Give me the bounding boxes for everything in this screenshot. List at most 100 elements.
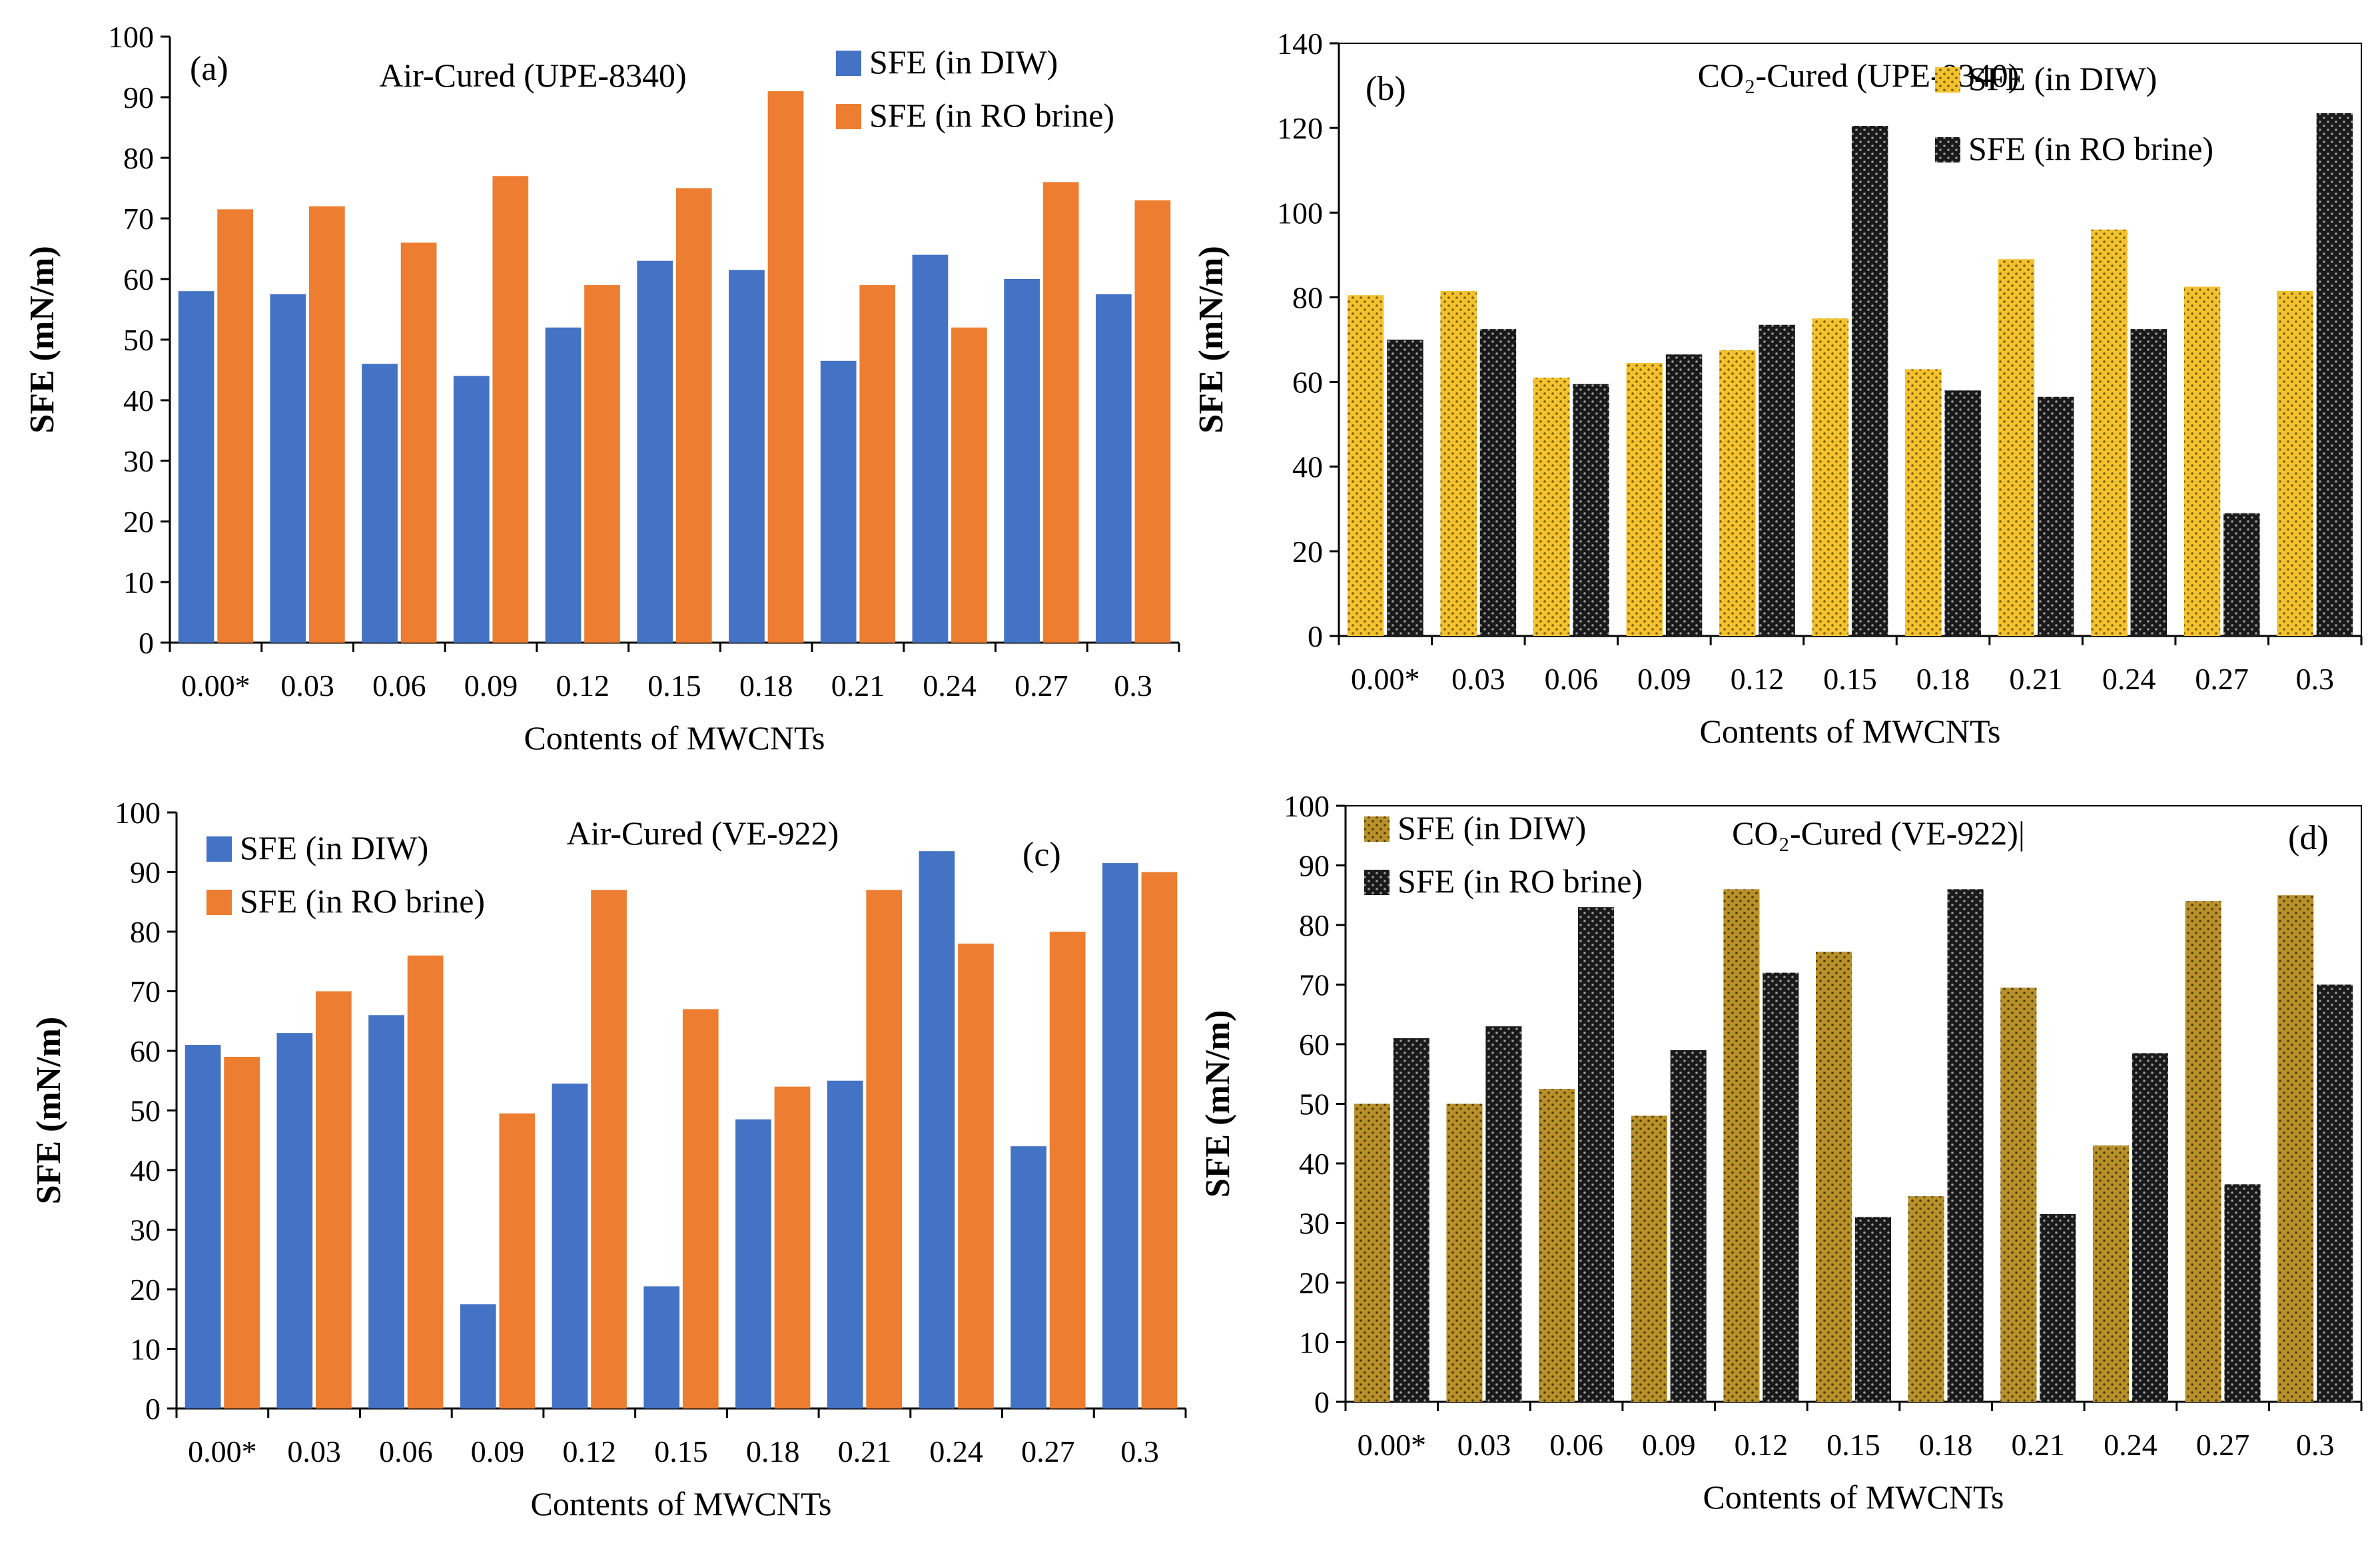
bar-ro-brine [499,1113,536,1408]
y-tick-label: 70 [130,975,161,1009]
x-tick-label: 0.03 [1451,662,1505,696]
legend-swatch [1364,870,1389,895]
bar-diw [1102,863,1138,1408]
bar-diw [2183,286,2221,636]
y-tick-label: 20 [123,505,154,539]
y-tick-label: 60 [1299,1028,1330,1062]
bar-ro-brine [1759,324,1795,636]
x-tick-label: 0.3 [1114,669,1152,703]
panel-label: (a) [190,50,228,88]
bar-diw [729,270,765,643]
panel-label: (d) [2288,819,2329,857]
y-tick-label: 70 [123,202,154,236]
bar-diw [368,1015,404,1408]
x-tick-label: 0.21 [2009,662,2063,696]
bar-ro-brine [1665,354,1703,636]
x-tick-label: 0.09 [471,1434,525,1468]
chart-panel-3: 0 10 20 30 40 50 60 70 80 90 100 0.00* 0.03 0.06 0.09 0… [1199,789,2363,1516]
bar-ro-brine [767,91,804,643]
bar-diw [1347,295,1384,636]
legend-label: SFE (in RO brine) [869,97,1114,134]
y-tick-label: 50 [1299,1087,1330,1121]
y-tick-label: 0 [1314,1385,1330,1419]
y-tick-label: 60 [1292,366,1323,400]
panel-label: (c) [1022,836,1061,874]
y-tick-label: 50 [123,323,154,357]
x-tick-label: 0.12 [556,669,610,703]
bar-ro-brine [1479,329,1517,636]
bar-ro-brine [224,1056,260,1408]
y-tick-label: 30 [123,444,154,478]
y-tick-label: 100 [115,796,161,830]
x-tick-label: 0.18 [739,669,793,703]
bar-ro-brine [1670,1050,1707,1402]
x-tick-label: 0.18 [1919,1428,1973,1462]
bar-diw [1908,1196,1944,1402]
y-tick-label: 20 [1299,1266,1330,1300]
panel-label: (b) [1366,70,1406,108]
bar-diw [185,1045,221,1408]
bar-diw [1905,369,1942,636]
x-tick-label: 0.24 [2102,662,2156,696]
x-tick-label: 0.00* [1358,1428,1427,1462]
y-tick-label: 90 [1299,849,1330,883]
bar-diw [735,1119,771,1408]
x-tick-label: 0.12 [1731,662,1785,696]
bar-diw [820,360,857,643]
chart-panel-0: 0 10 20 30 40 50 60 70 80 90 100 0.00* 0.03 0.06 0.09 0… [23,20,1180,757]
x-tick-label: 0.06 [1545,662,1599,696]
chart-panel-2: 0 10 20 30 40 50 60 70 80 90 100 0.00* 0.03 0.06 0.09 0… [30,796,1187,1522]
bar-ro-brine [2040,1214,2076,1402]
x-tick-label: 0.21 [838,1434,892,1468]
y-tick-label: 80 [1292,280,1323,314]
x-tick-label: 0.00* [1351,662,1420,696]
legend-swatch [1364,816,1389,842]
x-axis-title: Contents of MWCNTs [530,1485,831,1522]
x-tick-label: 0.15 [647,669,701,703]
bar-diw [545,327,582,643]
legend-swatch [206,836,232,862]
y-tick-label: 80 [130,915,161,949]
y-tick-label: 70 [1299,968,1330,1002]
bar-ro-brine [1393,1038,1429,1402]
y-tick-label: 120 [1277,111,1323,145]
x-axis-title: Contents of MWCNTs [1699,713,2000,750]
bar-ro-brine [1944,390,1981,636]
x-tick-label: 0.27 [2195,662,2249,696]
bar-diw [2277,290,2313,637]
bar-diw [178,291,214,643]
y-tick-label: 10 [123,565,154,599]
legend-swatch [1935,67,1960,93]
legend-label: SFE (in DIW) [869,43,1058,81]
bar-ro-brine [1387,340,1423,636]
x-tick-label: 0.12 [1735,1428,1788,1462]
bar-ro-brine [1134,200,1171,643]
x-axis-title: Contents of MWCNTs [524,719,825,757]
bar-ro-brine [407,955,444,1408]
legend-swatch [206,890,232,915]
bar-ro-brine [951,327,987,643]
bar-ro-brine [1141,872,1178,1408]
bar-ro-brine [1485,1026,1522,1402]
y-tick-label: 40 [130,1153,161,1187]
x-tick-label: 0.24 [2104,1428,2158,1462]
x-tick-label: 0.27 [1014,669,1068,703]
bar-ro-brine [2224,1184,2261,1402]
y-tick-label: 10 [1299,1326,1330,1360]
y-tick-label: 30 [130,1213,161,1247]
bar-ro-brine [1573,384,1609,636]
bar-diw [453,376,490,643]
legend-label: SFE (in DIW) [1397,809,1586,846]
bar-diw [460,1304,496,1408]
y-tick-label: 20 [130,1273,161,1307]
legend-label: SFE (in RO brine) [1968,130,2213,167]
bar-diw [2185,901,2221,1402]
y-tick-label: 60 [123,262,154,296]
bar-ro-brine [1763,972,1799,1402]
x-tick-label: 0.06 [1549,1428,1603,1462]
bar-ro-brine [584,285,620,643]
legend-swatch [836,51,861,76]
bar-ro-brine [1049,932,1086,1408]
bar-ro-brine [1578,907,1615,1402]
